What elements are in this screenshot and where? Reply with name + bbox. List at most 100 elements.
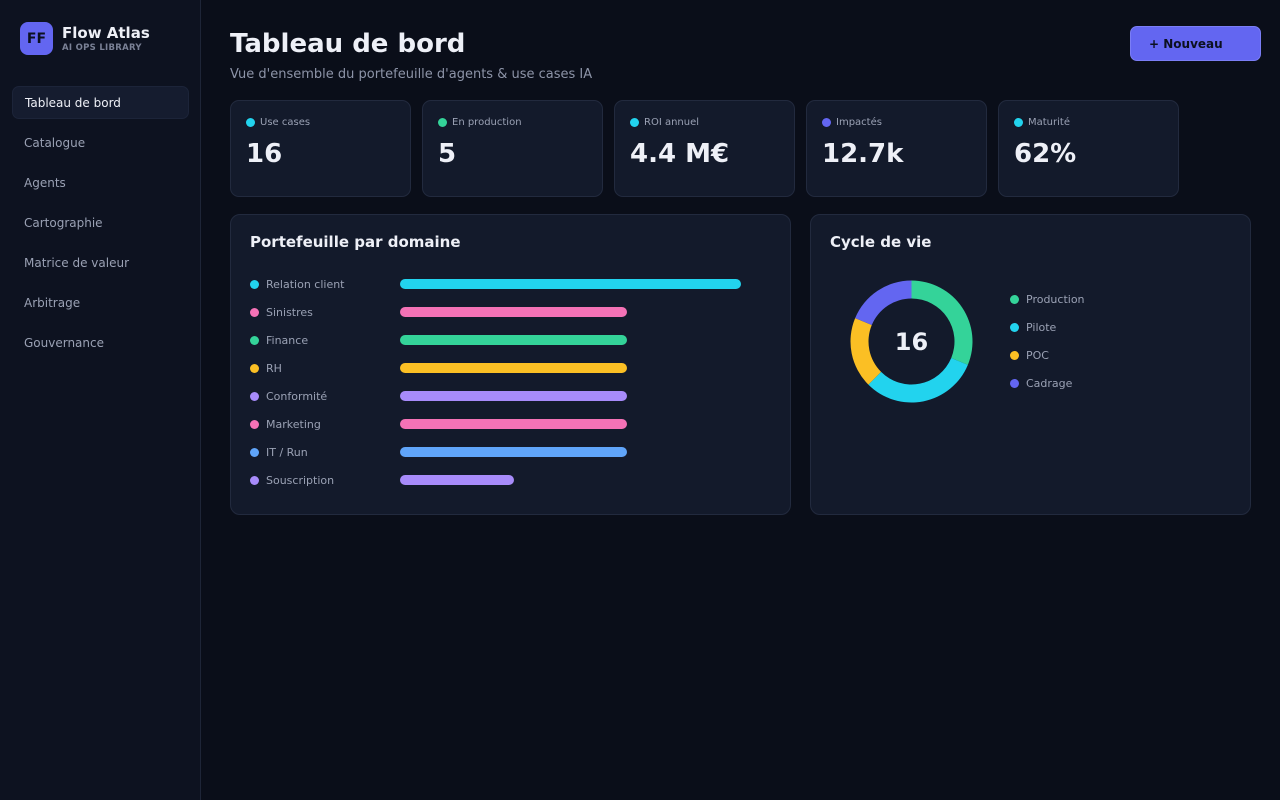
legend-label: Cadrage	[1026, 376, 1073, 390]
bar-category: Marketing	[266, 417, 321, 431]
legend-dot	[1010, 294, 1019, 304]
legend-item: Cadrage	[1010, 376, 1085, 390]
bar-dot	[250, 307, 259, 317]
sidebar-item-tableau-de-bord[interactable]: Tableau de bord	[12, 86, 189, 119]
bar-row: RH	[250, 361, 770, 375]
bar-row: Sinistres	[250, 305, 770, 319]
donut-slice	[868, 357, 968, 403]
kpi-value: 62%	[1014, 139, 1077, 169]
sidebar-item-matrice-de-valeur[interactable]: Matrice de valeur	[24, 255, 129, 270]
kpi-value: 4.4 M€	[630, 139, 730, 169]
bar-label: Finance	[250, 333, 308, 347]
bar-dot	[250, 279, 259, 289]
bar	[400, 363, 627, 373]
page-subtitle: Vue d'ensemble du portefeuille d'agents …	[230, 67, 593, 82]
new-button[interactable]: + Nouveau	[1130, 26, 1261, 61]
legend-item: Pilote	[1010, 320, 1085, 334]
brand-subtitle: AI OPS LIBRARY	[62, 42, 142, 53]
legend-dot	[1010, 322, 1019, 332]
brand-logo: FF	[20, 22, 53, 55]
legend-label: POC	[1026, 348, 1049, 362]
bar-label: Conformité	[250, 389, 327, 403]
legend-label: Production	[1026, 292, 1085, 306]
brand[interactable]: FF Flow Atlas AI OPS LIBRARY	[20, 22, 150, 55]
kpi-dot	[630, 118, 639, 127]
kpi-dot	[438, 118, 447, 127]
bar-category: Sinistres	[266, 305, 313, 319]
bar-label: IT / Run	[250, 445, 308, 459]
bar-row: Conformité	[250, 389, 770, 403]
donut-svg	[850, 280, 973, 403]
kpi-card-en-production: En production 5	[422, 100, 603, 197]
kpi-card-maturite: Maturité 62%	[998, 100, 1179, 197]
bar-label: Relation client	[250, 277, 345, 291]
kpi-value: 12.7k	[822, 139, 904, 169]
bar	[400, 419, 627, 429]
sidebar-item-agents[interactable]: Agents	[24, 175, 66, 190]
lifecycle-legend: Production Pilote POC Cadrage	[1010, 292, 1085, 404]
bar	[400, 391, 627, 401]
bar-dot	[250, 419, 259, 429]
kpi-dot	[822, 118, 831, 127]
legend-label: Pilote	[1026, 320, 1057, 334]
sidebar-item-catalogue[interactable]: Catalogue	[24, 135, 86, 150]
sidebar: FF Flow Atlas AI OPS LIBRARY Tableau de …	[0, 0, 201, 800]
bar	[400, 279, 741, 289]
lifecycle-panel: Cycle de vie 16 Production Pilote POC Cadra…	[810, 214, 1251, 515]
bar-category: Souscription	[266, 473, 335, 487]
bar-dot	[250, 391, 259, 401]
bar-dot	[250, 363, 259, 373]
bar-category: Relation client	[266, 277, 345, 291]
bar	[400, 475, 514, 485]
brand-text: Flow Atlas AI OPS LIBRARY	[62, 24, 150, 54]
bar-label: Marketing	[250, 417, 321, 431]
bar-category: Conformité	[266, 389, 328, 403]
donut-slice	[855, 280, 912, 326]
kpi-value: 5	[438, 139, 457, 169]
donut-slice	[850, 318, 882, 385]
portfolio-panel: Portefeuille par domaine Relation client…	[230, 214, 791, 515]
legend-item: Production	[1010, 292, 1085, 306]
bar-dot	[250, 335, 259, 345]
bar-row: Marketing	[250, 417, 770, 431]
legend-item: POC	[1010, 348, 1085, 362]
legend-dot	[1010, 378, 1019, 388]
kpi-label: En production	[452, 117, 522, 128]
sidebar-nav: Tableau de bord Catalogue Agents Cartogr…	[12, 86, 189, 366]
brand-name: Flow Atlas	[62, 23, 150, 42]
kpi-label: Use cases	[260, 117, 311, 128]
lifecycle-title: Cycle de vie	[830, 233, 932, 251]
bar-label: RH	[250, 361, 282, 375]
bar-label: Sinistres	[250, 305, 313, 319]
bar-dot	[250, 447, 259, 457]
kpi-card-impactes: Impactés 12.7k	[806, 100, 987, 197]
bar-row: Souscription	[250, 473, 770, 487]
kpi-dot	[1014, 118, 1023, 127]
donut-total: 16	[894, 327, 929, 356]
bar-dot	[250, 475, 259, 485]
sidebar-item-cartographie[interactable]: Cartographie	[24, 215, 103, 230]
kpi-value: 16	[246, 139, 283, 169]
bar-label: Souscription	[250, 473, 334, 487]
bar-row: Finance	[250, 333, 770, 347]
bar-row: IT / Run	[250, 445, 770, 459]
sidebar-item-gouvernance[interactable]: Gouvernance	[24, 335, 104, 350]
bar	[400, 307, 627, 317]
kpi-card-roi-annuel: ROI annuel 4.4 M€	[614, 100, 795, 197]
sidebar-item-arbitrage[interactable]: Arbitrage	[24, 295, 81, 310]
portfolio-title: Portefeuille par domaine	[250, 233, 461, 251]
kpi-label: ROI annuel	[644, 117, 700, 128]
bar	[400, 447, 627, 457]
page-title: Tableau de bord	[230, 29, 466, 59]
kpi-label: Impactés	[836, 117, 882, 128]
legend-dot	[1010, 350, 1019, 360]
bar-row: Relation client	[250, 277, 770, 291]
donut-slice	[911, 280, 973, 365]
kpi-card-use-cases: Use cases 16	[230, 100, 411, 197]
bar	[400, 335, 627, 345]
lifecycle-donut: 16	[849, 279, 974, 404]
bar-category: Finance	[266, 333, 309, 347]
kpi-label: Maturité	[1028, 117, 1070, 128]
bar-category: IT / Run	[266, 445, 308, 459]
bar-category: RH	[266, 361, 282, 375]
